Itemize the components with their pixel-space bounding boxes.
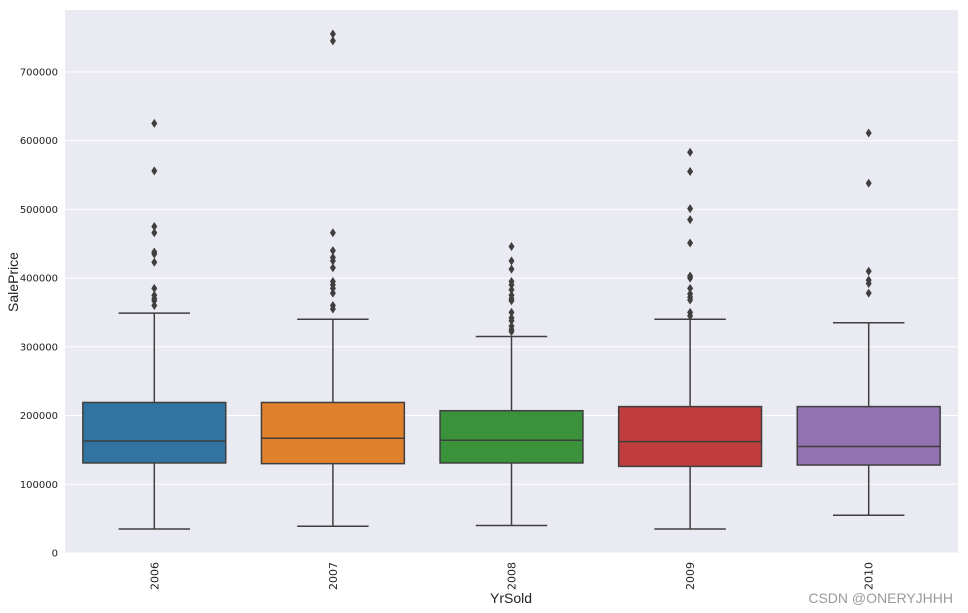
watermark-text: CSDN @ONERYJHHH xyxy=(808,590,953,606)
box-2007 xyxy=(260,29,406,527)
x-tick-label: 2006 xyxy=(148,562,161,590)
box-2006 xyxy=(82,118,227,530)
outlier-point xyxy=(329,29,336,39)
outlier-point xyxy=(329,228,336,238)
y-tick-label: 600000 xyxy=(20,136,58,147)
y-tick-label: 400000 xyxy=(20,274,58,285)
outlier-point xyxy=(508,241,515,251)
y-tick-labels: 0 100000 200000 300000 400000 500000 600000 700… xyxy=(20,67,58,559)
outlier-point xyxy=(329,283,336,293)
x-tick-labels: 2006 2007 2008 2009 2010 xyxy=(148,562,875,590)
y-axis-title: SalePrice xyxy=(5,252,21,312)
outlier-point xyxy=(329,304,336,314)
y-tick-label: 0 xyxy=(52,549,58,560)
outlier-point xyxy=(865,128,872,138)
outlier-point xyxy=(329,36,336,46)
outlier-point xyxy=(151,166,158,176)
outlier-point xyxy=(865,178,872,188)
outlier-point xyxy=(329,256,336,266)
y-tick-label: 100000 xyxy=(20,480,58,491)
outlier-point xyxy=(508,256,515,266)
outlier-point xyxy=(865,279,872,289)
outlier-point xyxy=(329,246,336,256)
x-tick-label: 2009 xyxy=(684,562,697,590)
iqr-box xyxy=(796,405,941,466)
outlier-point xyxy=(151,283,158,293)
x-tick-label: 2010 xyxy=(863,562,876,590)
x-axis-title: YrSold xyxy=(490,590,532,606)
box-2010 xyxy=(796,128,941,516)
outlier-point xyxy=(687,215,694,225)
y-tick-label: 700000 xyxy=(20,67,58,78)
iqr-box xyxy=(617,405,763,468)
outlier-point xyxy=(687,311,694,321)
outlier-point xyxy=(687,147,694,157)
outlier-point xyxy=(151,257,158,267)
iqr-box xyxy=(82,401,227,464)
outlier-point xyxy=(508,296,515,306)
iqr-box xyxy=(439,409,584,464)
outlier-point xyxy=(508,307,515,317)
outlier-point xyxy=(687,273,694,283)
outlier-point xyxy=(687,204,694,214)
outlier-point xyxy=(508,316,515,326)
outlier-point xyxy=(687,283,694,293)
x-tick-label: 2008 xyxy=(506,562,519,590)
outlier-point xyxy=(508,285,515,295)
y-tick-label: 300000 xyxy=(20,342,58,353)
outlier-point xyxy=(865,288,872,298)
box-2008 xyxy=(439,241,584,527)
outlier-point xyxy=(508,264,515,274)
outlier-point xyxy=(687,295,694,305)
outlier-point xyxy=(151,222,158,232)
outlier-point xyxy=(687,167,694,177)
outlier-point xyxy=(329,263,336,273)
x-tick-label: 2007 xyxy=(327,562,340,590)
outlier-point xyxy=(151,228,158,238)
outlier-point xyxy=(508,327,515,337)
outlier-point xyxy=(508,280,515,290)
outlier-point xyxy=(151,118,158,128)
box-2009 xyxy=(617,147,763,530)
outlier-point xyxy=(151,249,158,259)
outlier-point xyxy=(865,266,872,276)
y-tick-label: 200000 xyxy=(20,411,58,422)
boxes xyxy=(82,29,941,530)
outlier-point xyxy=(329,288,336,298)
outlier-point xyxy=(151,296,158,306)
outlier-point xyxy=(151,301,158,311)
iqr-box xyxy=(260,401,406,465)
outlier-point xyxy=(687,238,694,248)
y-tick-label: 500000 xyxy=(20,205,58,216)
